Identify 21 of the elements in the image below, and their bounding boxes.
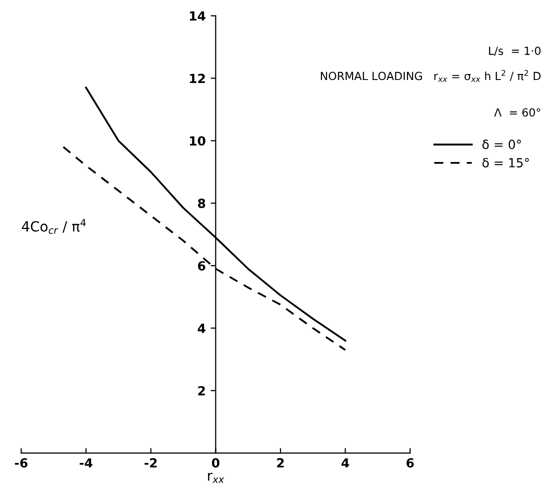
text: Λ = 60° — [494, 108, 540, 117]
y-tick-label: 4 — [198, 324, 206, 333]
x-tick-label: 0 — [212, 458, 220, 468]
x-tick-label: 2 — [277, 458, 284, 468]
x-tick-label: 6 — [406, 458, 414, 468]
x-axis-title: r$_{xx}$ — [208, 472, 224, 483]
y-tick-label: 12 — [190, 74, 205, 83]
y-tick-label: 2 — [198, 386, 205, 396]
legend-label: δ = 0° — [482, 140, 521, 150]
y-tick-label: 8 — [198, 198, 206, 208]
x-tick-label: -6 — [14, 458, 28, 468]
y-tick-label: 10 — [190, 136, 206, 146]
legend-label: δ = 15° — [482, 158, 529, 168]
text: L/s = 1·0 — [489, 46, 541, 56]
x-tick-label: 4 — [342, 458, 350, 468]
y-axis-title: 4Co$_{cr}$ / π$^{4}$ — [22, 219, 86, 234]
text: NORMAL LOADING r$_{xx}$ = σ$_{xx}$ h L$^{2}$ / π$^{2}$ D — [320, 70, 541, 82]
y-tick-label: 6 — [198, 261, 206, 271]
x-tick-label: -4 — [80, 458, 92, 468]
y-tick-label: 14 — [190, 11, 206, 21]
x-tick-label: -2 — [144, 458, 157, 468]
